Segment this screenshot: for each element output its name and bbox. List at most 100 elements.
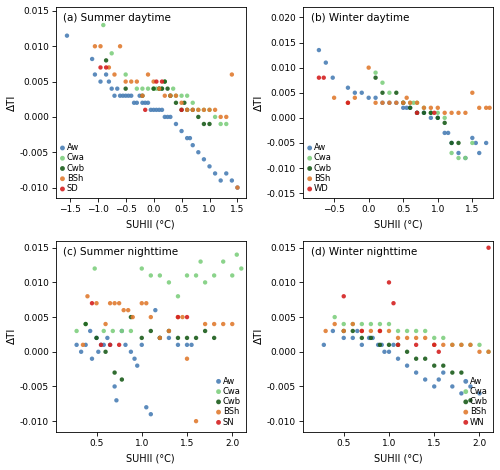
Cwa — [476, 341, 484, 349]
BSh — [219, 320, 227, 328]
Cwb — [92, 334, 100, 342]
Text: (d) Winter nighttime: (d) Winter nighttime — [310, 246, 417, 257]
Cwb — [358, 334, 366, 342]
Cwb — [147, 327, 155, 335]
BSh — [156, 334, 164, 342]
Aw — [118, 327, 126, 335]
Cwa — [72, 327, 80, 335]
Cwa — [233, 251, 241, 258]
Cwa — [200, 106, 208, 114]
Aw — [444, 129, 452, 137]
Aw — [119, 92, 127, 100]
Aw — [440, 129, 448, 137]
BSh — [421, 334, 429, 342]
Aw — [127, 92, 135, 100]
X-axis label: SUHII (°C): SUHII (°C) — [374, 219, 422, 230]
BSh — [138, 92, 146, 100]
BSh — [206, 106, 214, 114]
BSh — [192, 417, 200, 425]
Cwa — [448, 149, 456, 157]
Y-axis label: ΔTI: ΔTI — [7, 328, 17, 345]
Cwb — [188, 106, 196, 114]
Cwb — [183, 106, 191, 114]
Cwa — [82, 320, 90, 328]
Cwa — [100, 327, 108, 335]
Cwb — [158, 85, 166, 93]
Cwb — [376, 341, 384, 349]
Cwa — [108, 49, 116, 57]
BSh — [454, 109, 462, 117]
Cwb — [372, 74, 380, 81]
Cwb — [448, 139, 456, 147]
Aw — [88, 55, 96, 63]
BSh — [482, 104, 490, 111]
X-axis label: SUHII (°C): SUHII (°C) — [126, 453, 175, 463]
Cwa — [138, 265, 146, 272]
Cwa — [211, 113, 219, 121]
Cwa — [430, 334, 438, 342]
Aw — [77, 348, 85, 355]
BSh — [174, 313, 182, 321]
Aw — [105, 78, 113, 86]
Aw — [188, 141, 196, 149]
SD — [158, 78, 166, 86]
BSh — [413, 99, 421, 107]
BSh — [106, 299, 114, 307]
Aw — [472, 139, 480, 147]
BSh — [440, 109, 448, 117]
Aw — [186, 134, 194, 142]
Cwb — [110, 369, 118, 376]
Y-axis label: ΔTI: ΔTI — [254, 94, 264, 111]
Cwb — [466, 397, 474, 404]
BSh — [462, 109, 469, 117]
Cwa — [413, 99, 421, 107]
Aw — [365, 334, 373, 342]
Cwb — [82, 320, 90, 328]
BSh — [201, 320, 209, 328]
Aw — [234, 184, 241, 191]
Y-axis label: ΔTI: ΔTI — [7, 94, 17, 111]
Aw — [390, 341, 398, 349]
Aw — [222, 170, 230, 177]
Cwa — [454, 154, 462, 162]
BSh — [133, 78, 141, 86]
Cwb — [385, 341, 393, 349]
Cwb — [420, 109, 428, 117]
SD — [96, 64, 104, 71]
Cwb — [399, 99, 407, 107]
Aw — [200, 156, 208, 163]
Cwa — [448, 341, 456, 349]
Aw — [88, 355, 96, 362]
Cwa — [109, 327, 117, 335]
BSh — [376, 327, 384, 335]
BSh — [399, 99, 407, 107]
Cwb — [367, 334, 375, 342]
Aw — [172, 120, 180, 128]
BSh — [84, 292, 92, 300]
Cwa — [188, 99, 196, 107]
Aw — [133, 99, 141, 107]
Cwb — [156, 334, 164, 342]
Cwb — [150, 85, 158, 93]
Cwa — [406, 99, 414, 107]
WD — [320, 74, 328, 81]
Cwa — [222, 120, 230, 128]
Cwa — [421, 327, 429, 335]
Aw — [147, 106, 155, 114]
Aw — [136, 92, 143, 100]
Aw — [188, 341, 196, 349]
Cwb — [155, 85, 163, 93]
BSh — [392, 99, 400, 107]
Aw — [394, 355, 402, 362]
Cwb — [118, 376, 126, 384]
BSh — [340, 327, 347, 335]
BSh — [105, 64, 113, 71]
Aw — [354, 327, 362, 335]
Aw — [147, 410, 155, 418]
Aw — [458, 390, 466, 397]
BSh — [234, 184, 241, 191]
Aw — [122, 92, 130, 100]
Cwb — [122, 85, 130, 93]
BSh — [211, 106, 219, 114]
BSh — [330, 320, 338, 328]
